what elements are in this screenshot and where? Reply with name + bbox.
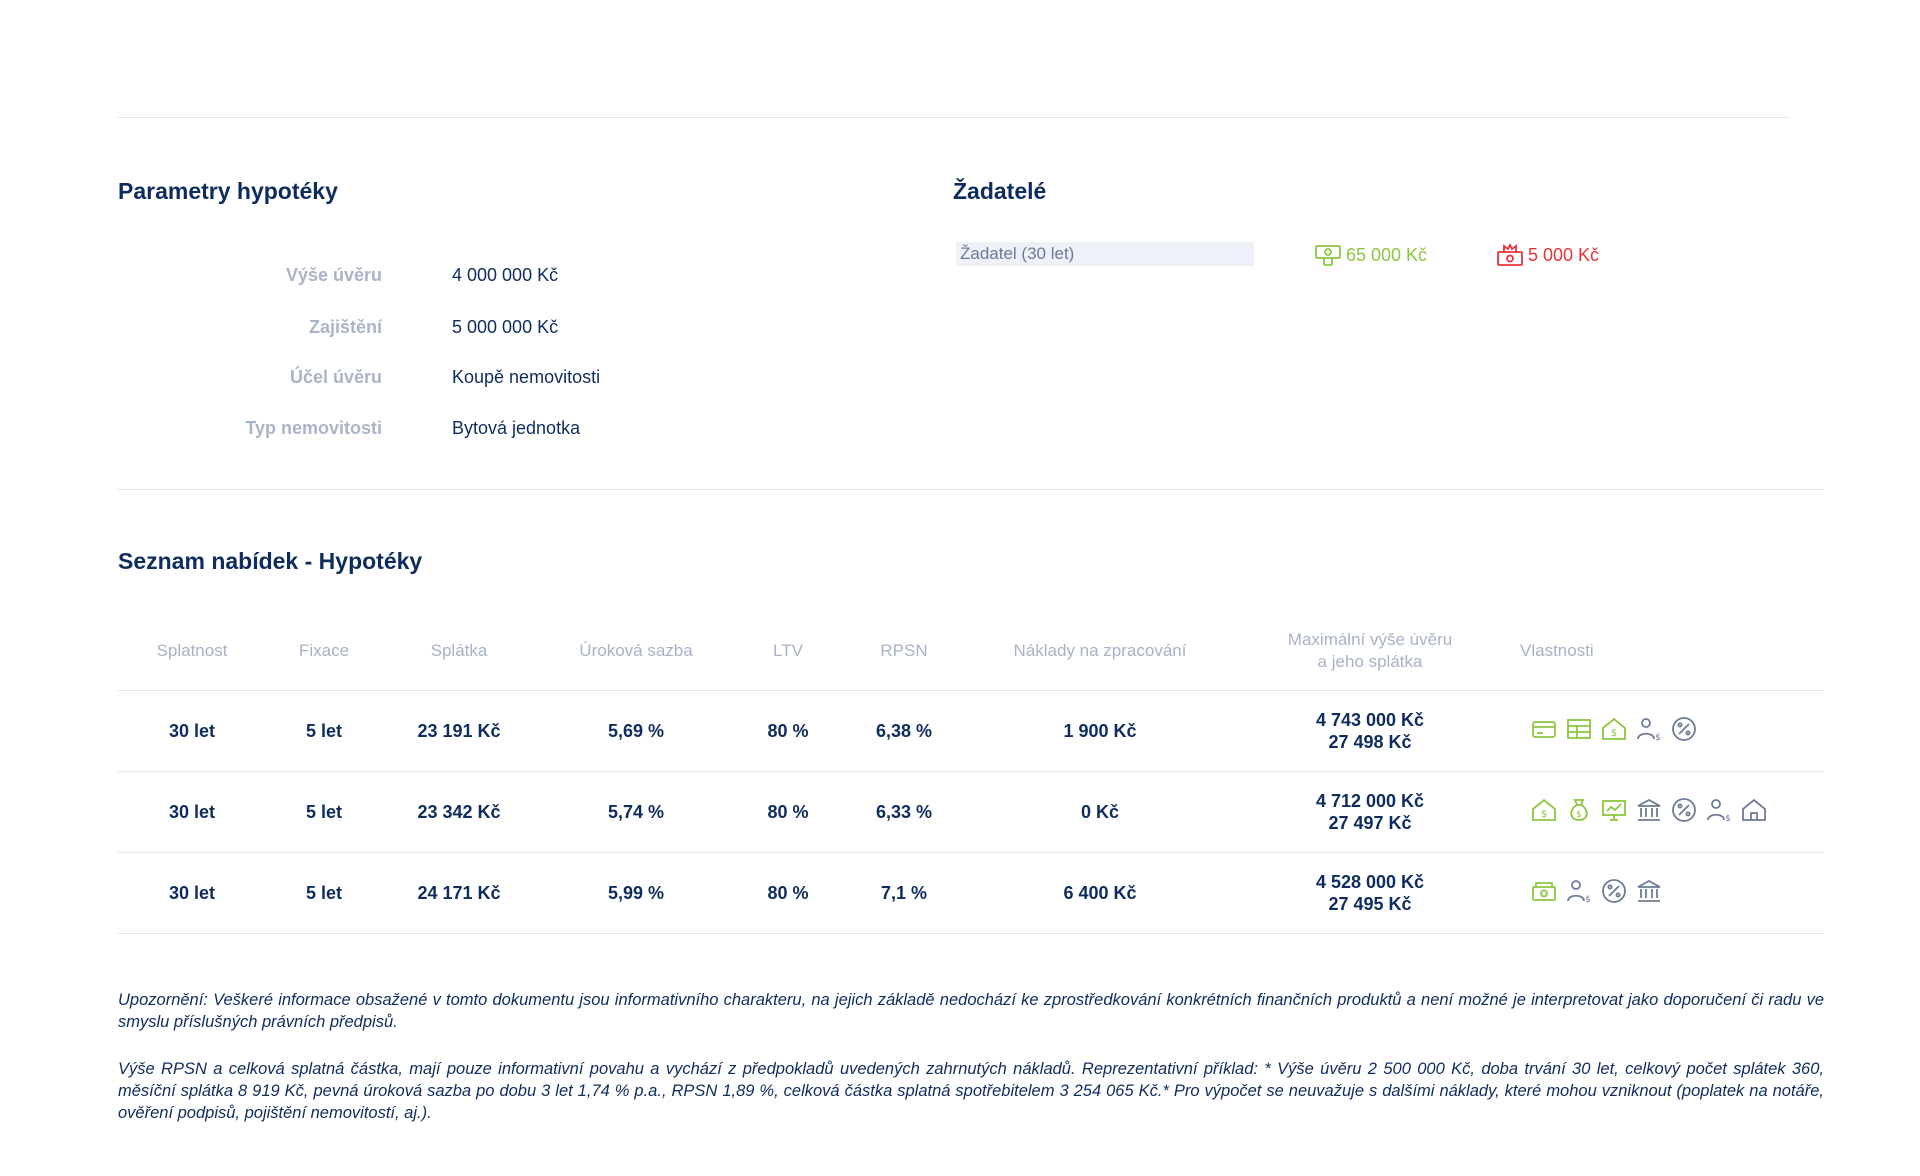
percent-icon [1672, 798, 1696, 822]
cell-ltv: 80 % [767, 721, 809, 741]
cell-max-payment: 27 498 Kč [1328, 732, 1412, 752]
row-divider [118, 852, 1824, 853]
cell-max-amount: 4 528 000 Kč [1315, 872, 1425, 892]
th-max: Maximální výše úvěru a jeho splátka [1240, 629, 1500, 673]
cell-sazba: 5,69 % [607, 721, 665, 741]
expenses-item: 5 000 Kč [1496, 243, 1599, 267]
top-divider [118, 117, 1790, 118]
cash-stack-icon [1532, 882, 1556, 901]
th-max-line2: a jeho splátka [1317, 652, 1423, 671]
param-value-purpose: Koupě nemovitosti [452, 367, 601, 387]
cell-splatnost: 30 let [168, 721, 216, 741]
house-dollar-icon: $ [1602, 717, 1626, 740]
income-value: 65 000 Kč [1346, 244, 1428, 265]
cell-splatnost: 30 let [168, 883, 216, 903]
feature-icons: $ $ $ [1530, 796, 1768, 824]
cell-ltv: 80 % [767, 883, 809, 903]
cell-sazba: 5,99 % [607, 883, 665, 903]
cell-max-amount: 4 712 000 Kč [1315, 791, 1425, 811]
cell-rpsn: 7,1 % [880, 883, 928, 903]
bank-icon [1637, 879, 1661, 902]
svg-text:$: $ [1541, 809, 1547, 820]
cell-rpsn: 6,38 % [875, 721, 933, 741]
bank-icon [1637, 798, 1661, 821]
cell-rpsn: 6,33 % [875, 802, 933, 822]
expenses-value: 5 000 Kč [1528, 244, 1600, 265]
cell-splatka: 23 191 Kč [417, 721, 501, 741]
cell-fixace: 5 let [305, 883, 343, 903]
th-ltv: LTV [773, 641, 803, 660]
row-divider [118, 771, 1824, 772]
param-value-amount: 4 000 000 Kč [452, 265, 559, 285]
cell-max-payment: 27 497 Kč [1328, 813, 1412, 833]
house-icon [1742, 798, 1766, 821]
th-sazba: Úroková sazba [579, 641, 693, 660]
th-naklady: Náklady na zpracování [1013, 641, 1187, 660]
svg-text:$: $ [1725, 814, 1731, 824]
expenses-icon [1497, 243, 1523, 266]
income-item: 65 000 Kč [1314, 243, 1427, 267]
th-splatka: Splátka [430, 641, 488, 660]
cell-fixace: 5 let [305, 802, 343, 822]
cell-max: 4 743 000 Kč 27 498 Kč [1240, 709, 1500, 753]
cell-splatka: 23 342 Kč [417, 802, 501, 822]
table-bottom-divider [118, 933, 1824, 934]
disclaimer-warning: Upozornění: Veškeré informace obsažené v… [118, 991, 1824, 1031]
param-label-purpose: Účel úvěru [289, 367, 382, 387]
th-vlastnosti: Vlastnosti [1520, 641, 1594, 660]
th-max-line1: Maximální výše úvěru [1287, 630, 1453, 649]
cell-splatnost: 30 let [168, 802, 216, 822]
th-splatnost: Splatnost [156, 641, 228, 660]
param-value-property-type: Bytová jednotka [452, 418, 581, 438]
th-rpsn: RPSN [880, 641, 928, 660]
house-dollar-icon: $ [1532, 798, 1556, 821]
param-label-amount: Výše úvěru [285, 265, 382, 285]
applicant-row: Žadatel (30 let) [956, 242, 1254, 266]
cell-naklady: 6 400 Kč [1063, 883, 1137, 903]
svg-text:$: $ [1611, 728, 1617, 739]
person-dollar-icon: $ [1567, 880, 1591, 905]
cell-max: 4 712 000 Kč 27 497 Kč [1240, 790, 1500, 834]
svg-text:$: $ [1655, 733, 1661, 743]
person-dollar-icon: $ [1637, 718, 1661, 743]
middle-divider [118, 489, 1824, 490]
param-value-collateral: 5 000 000 Kč [452, 317, 559, 337]
param-label-collateral: Zajištění [308, 317, 382, 337]
cell-sazba: 5,74 % [607, 802, 665, 822]
param-label-property-type: Typ nemovitosti [245, 418, 382, 438]
cell-max-amount: 4 743 000 Kč [1315, 710, 1425, 730]
money-bag-icon: $ [1570, 799, 1588, 821]
percent-icon [1602, 879, 1626, 903]
th-fixace: Fixace [298, 641, 350, 660]
svg-text:$: $ [1585, 895, 1591, 905]
offers-title: Seznam nabídek - Hypotéky [118, 548, 423, 574]
cell-fixace: 5 let [305, 721, 343, 741]
params-title: Parametry hypotéky [118, 178, 338, 204]
table-icon [1567, 719, 1591, 739]
person-dollar-icon: $ [1707, 799, 1731, 824]
cell-max: 4 528 000 Kč 27 495 Kč [1240, 871, 1500, 915]
applicants-title: Žadatelé [953, 178, 1047, 204]
cell-splatka: 24 171 Kč [417, 883, 501, 903]
cell-max-payment: 27 495 Kč [1328, 894, 1412, 914]
income-icon [1315, 245, 1341, 266]
cell-naklady: 0 Kč [1080, 802, 1120, 822]
table-header-divider [118, 690, 1824, 691]
percent-icon [1672, 717, 1696, 741]
monitor-chart-icon [1602, 800, 1626, 821]
cell-naklady: 1 900 Kč [1063, 721, 1137, 741]
card-icon [1532, 721, 1556, 738]
cell-ltv: 80 % [767, 802, 809, 822]
feature-icons: $ $ [1530, 715, 1698, 743]
svg-text:$: $ [1576, 810, 1582, 820]
feature-icons: $ [1530, 877, 1663, 905]
disclaimer-rpsn: Výše RPSN a celková splatná částka, mají… [118, 1060, 1824, 1122]
